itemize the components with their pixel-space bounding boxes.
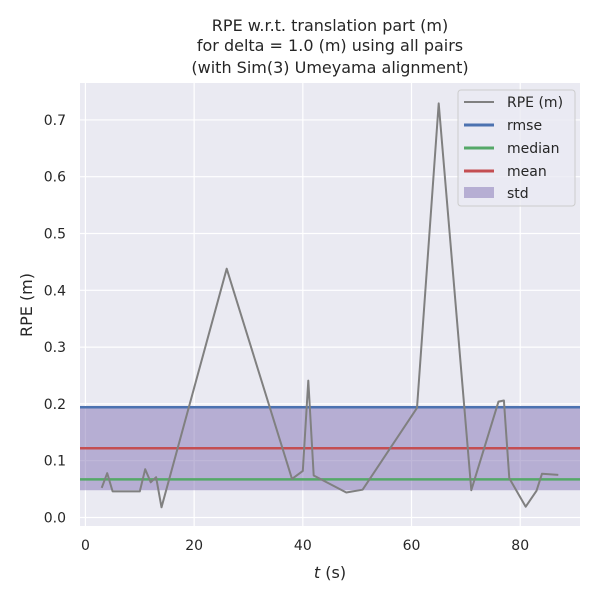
y-axis-label: RPE (m) (17, 273, 36, 337)
y-tick-label: 0.6 (44, 170, 66, 186)
x-axis-label-var: t (314, 563, 321, 582)
legend-label-rpe: RPE (m) (507, 95, 563, 111)
rpe-series-line (100, 102, 559, 509)
x-tick-label: 20 (185, 538, 203, 554)
grid (80, 83, 580, 526)
title-line-3: (with Sim(3) Umeyama alignment) (191, 58, 468, 77)
y-tick-label: 0.0 (44, 510, 66, 526)
y-tick-label: 0.7 (44, 113, 66, 129)
x-axis-label-unit: (s) (320, 563, 346, 582)
x-tick-label: 80 (511, 538, 529, 554)
y-tick-label: 0.3 (44, 340, 66, 356)
x-tick-label: 0 (81, 538, 90, 554)
title-line-2: for delta = 1.0 (m) using all pairs (197, 36, 463, 55)
y-tick-label: 0.1 (44, 454, 66, 470)
x-tick-label: 40 (294, 538, 312, 554)
series-layer (100, 102, 559, 509)
y-tick-label: 0.4 (44, 283, 66, 299)
x-axis-label: t (s) (314, 563, 346, 582)
legend-label-mean: mean (507, 164, 547, 180)
chart-title: RPE w.r.t. translation part (m) for delt… (191, 16, 468, 77)
x-tick-label: 60 (403, 538, 421, 554)
title-line-1: RPE w.r.t. translation part (m) (212, 16, 448, 35)
legend-box (457, 89, 576, 207)
legend-label-std: std (507, 186, 529, 202)
x-tick-labels: 0 20 40 60 80 (81, 538, 529, 554)
legend: RPE (m) rmse median mean std (457, 89, 576, 207)
y-tick-labels: 0.0 0.1 0.2 0.3 0.4 0.5 0.6 0.7 (44, 113, 66, 527)
legend-label-median: median (507, 141, 559, 157)
legend-swatch-std (464, 187, 494, 198)
legend-label-rmse: rmse (507, 118, 542, 134)
y-tick-label: 0.5 (44, 227, 66, 243)
y-tick-label: 0.2 (44, 397, 66, 413)
